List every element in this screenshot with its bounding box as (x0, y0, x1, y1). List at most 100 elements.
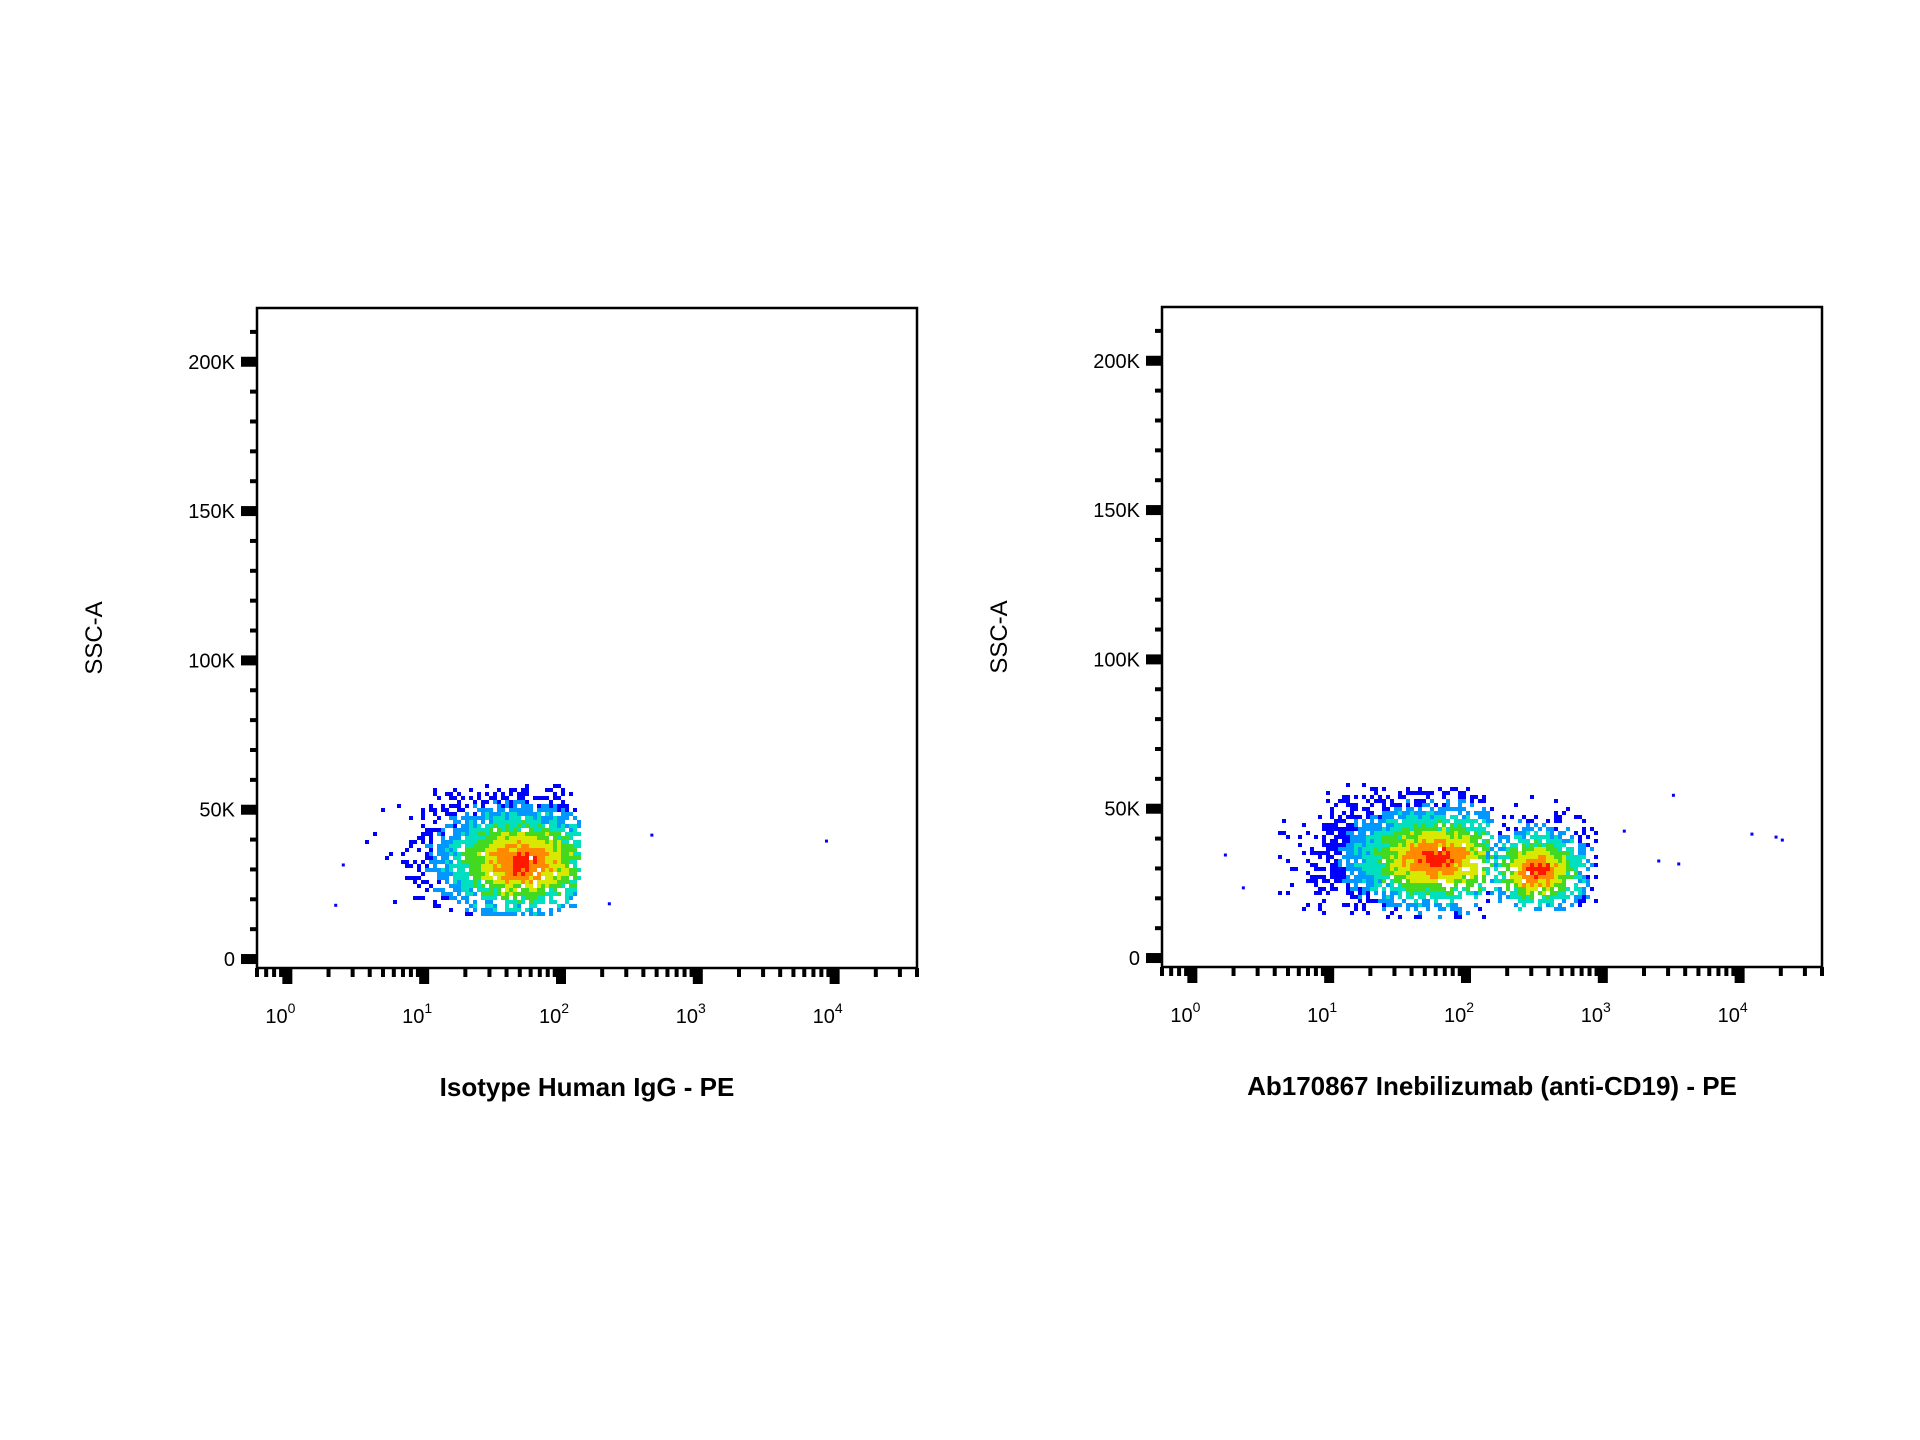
event-dot (481, 888, 485, 892)
event-dot (1354, 807, 1358, 811)
event-dot (1370, 867, 1374, 871)
event-dot (465, 884, 469, 888)
event-dot (537, 864, 541, 868)
event-dot (485, 856, 489, 860)
event-dot (1394, 907, 1398, 911)
event-dot (1374, 799, 1378, 803)
event-dot (1438, 819, 1442, 823)
event-dot (1318, 907, 1322, 911)
event-dot (553, 828, 557, 832)
event-dot (1454, 855, 1458, 859)
event-dot (1350, 887, 1354, 891)
event-dot (1422, 867, 1426, 871)
event-dot (413, 840, 417, 844)
event-dot (469, 884, 473, 888)
event-dot (1390, 895, 1394, 899)
event-dot (1390, 819, 1394, 823)
event-dot (1422, 811, 1426, 815)
event-dot (449, 908, 453, 912)
event-dot (1338, 867, 1342, 871)
event-dot (1454, 831, 1458, 835)
event-dot (1474, 839, 1478, 843)
event-dot (429, 844, 433, 848)
event-dot (1406, 811, 1410, 815)
event-dot (497, 852, 501, 856)
event-dot (465, 860, 469, 864)
event-dot (541, 832, 545, 836)
event-dot (453, 820, 457, 824)
event-dot (1398, 815, 1402, 819)
event-dot (477, 824, 481, 828)
event-dot (573, 856, 577, 860)
event-dot (457, 900, 461, 904)
event-dot (1454, 823, 1458, 827)
event-dot (1422, 819, 1426, 823)
event-dot (1566, 875, 1570, 879)
event-dot (489, 816, 493, 820)
event-dot (1390, 799, 1394, 803)
event-dot (1450, 871, 1454, 875)
event-dot (477, 864, 481, 868)
event-dot (1406, 831, 1410, 835)
event-dot (457, 868, 461, 872)
event-dot (1366, 863, 1370, 867)
event-dot (1402, 843, 1406, 847)
event-dot (549, 832, 553, 836)
event-dot (553, 784, 557, 788)
event-dot (1346, 891, 1350, 895)
event-dot (449, 792, 453, 796)
event-dot (533, 904, 537, 908)
event-dot (1446, 851, 1450, 855)
event-dot (1354, 823, 1358, 827)
event-dot (529, 848, 533, 852)
event-dot (437, 816, 441, 820)
event-dot (549, 868, 553, 872)
event-dot (1382, 831, 1386, 835)
event-dot (1390, 839, 1394, 843)
event-dot (1438, 827, 1442, 831)
event-dot (557, 840, 561, 844)
event-dot (449, 848, 453, 852)
event-dot (1414, 867, 1418, 871)
event-dot (437, 880, 441, 884)
event-dot (405, 860, 409, 864)
x-tick-label: 100 (265, 1000, 295, 1028)
event-dot (1422, 895, 1426, 899)
event-dot (1382, 863, 1386, 867)
event-dot (1478, 883, 1482, 887)
event-dot (537, 872, 541, 876)
event-dot (1394, 843, 1398, 847)
event-dot (1382, 807, 1386, 811)
event-dot (1278, 891, 1282, 895)
event-dot (529, 864, 533, 868)
event-dot (1382, 867, 1386, 871)
event-dot (557, 804, 561, 808)
event-dot (477, 844, 481, 848)
event-dot (1422, 831, 1426, 835)
event-dot (1402, 871, 1406, 875)
event-dot (1378, 871, 1382, 875)
event-dot (481, 848, 485, 852)
event-dot (1466, 859, 1470, 863)
event-dot (497, 884, 501, 888)
event-dot (573, 888, 577, 892)
event-dot (577, 824, 581, 828)
event-dot (477, 872, 481, 876)
event-dot (517, 828, 521, 832)
event-dot (1418, 815, 1422, 819)
event-dot (1402, 883, 1406, 887)
event-dot (485, 912, 489, 916)
event-dot (1430, 871, 1434, 875)
event-dot (1414, 799, 1418, 803)
event-dot (449, 896, 453, 900)
event-dot (481, 820, 485, 824)
event-dot (1390, 887, 1394, 891)
event-dot (461, 880, 465, 884)
event-dot (493, 912, 497, 916)
event-dot (529, 868, 533, 872)
event-dot (1306, 871, 1310, 875)
event-dot (1326, 847, 1330, 851)
event-dot (537, 892, 541, 896)
event-dot (1406, 895, 1410, 899)
event-dot (433, 788, 437, 792)
